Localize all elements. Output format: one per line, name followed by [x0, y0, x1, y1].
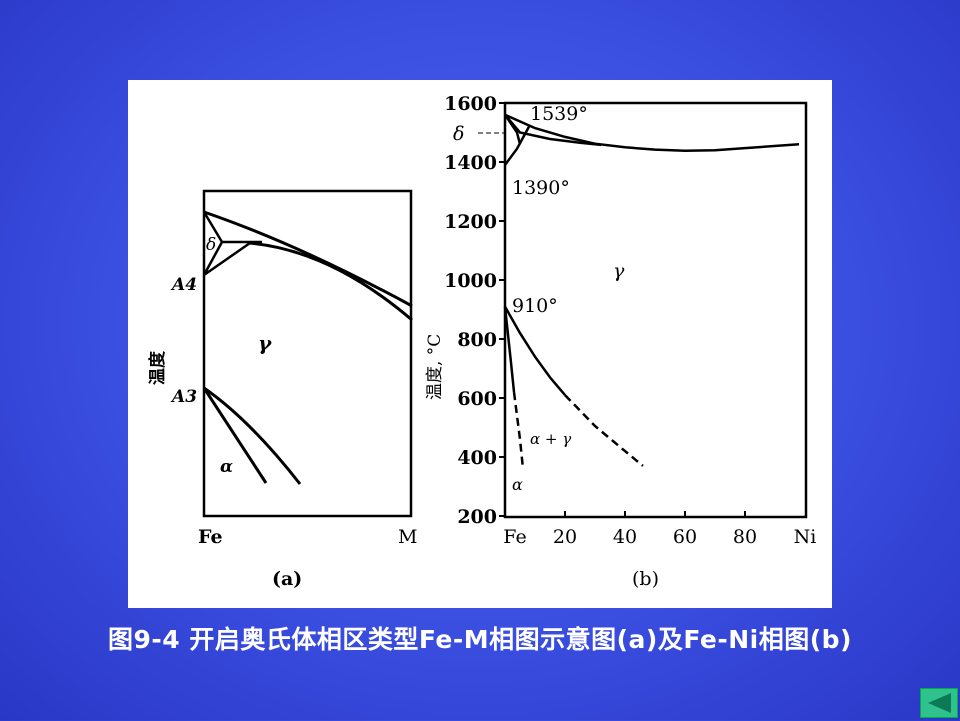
diagram-a: δ A4 γ A3 α 温度 Fe M (a) — [147, 189, 417, 590]
phase-diagrams: δ A4 γ A3 α 温度 Fe M (a) 200 400 600 800 1000… — [147, 93, 816, 590]
y-tick-label: 200 — [457, 506, 497, 528]
xlabel-m: M — [398, 526, 417, 548]
label-gamma: γ — [258, 331, 272, 355]
label-alpha: α — [220, 457, 233, 477]
x-tick-label: 60 — [673, 526, 697, 548]
phase-boundary-4 — [503, 305, 566, 396]
label-delta-b: δ — [453, 123, 464, 145]
label-910: 910° — [512, 295, 558, 317]
label-alpha-gamma: α + γ — [530, 430, 571, 448]
phase-boundary-5 — [564, 394, 644, 467]
label-a4: A4 — [170, 275, 197, 295]
panel-label-b: (b) — [632, 568, 659, 590]
x-tick-label: 20 — [553, 526, 577, 548]
label-1390: 1390° — [512, 177, 570, 199]
phase-boundary-7 — [512, 391, 525, 469]
ylabel-a: 温度 — [147, 350, 168, 385]
xlabel-fe: Fe — [198, 526, 223, 548]
slide-caption: 图9-4 开启奥氏体相区类型Fe-M相图示意图(a)及Fe-Ni相图(b) — [107, 625, 852, 654]
panel-label-a: (a) — [272, 568, 302, 590]
phase-boundary-3 — [503, 114, 522, 145]
diagram-a-frame — [202, 189, 413, 518]
phase-boundary-0 — [504, 113, 800, 153]
diagram-b: 200 400 600 800 1000 1200 1400 1600 Fe 20 40 60 80 Ni… — [425, 93, 816, 590]
phase-boundary-1 — [504, 113, 602, 147]
x-tick-label: 80 — [733, 526, 757, 548]
label-gamma-b: γ — [613, 260, 625, 282]
y-tick-label: 1400 — [444, 152, 497, 174]
phase-boundary-6 — [503, 306, 516, 393]
figure-panel: δ A4 γ A3 α 温度 Fe M (a) 200 400 600 800 1000… — [128, 80, 832, 608]
previous-slide-button[interactable] — [920, 688, 958, 718]
label-delta: δ — [206, 235, 216, 255]
x-tick-label: 40 — [613, 526, 637, 548]
label-alpha-b: α — [512, 475, 523, 494]
y-tick-label: 600 — [457, 388, 497, 410]
y-tick-label: 400 — [457, 447, 497, 469]
y-tick-label: 1000 — [444, 270, 497, 292]
ylabel-b: 温度, °C — [425, 334, 445, 400]
solidus-line — [248, 241, 413, 322]
liquidus-line — [203, 210, 413, 308]
x-tick-label: Fe — [503, 526, 526, 548]
triangle-left-icon — [928, 693, 951, 713]
phase-boundary-2 — [503, 126, 531, 166]
delta-lines — [202, 211, 262, 277]
y-tick-label: 1200 — [444, 211, 497, 233]
y-tick-label: 800 — [457, 329, 497, 351]
a3-lines — [202, 386, 302, 485]
y-tick-label: 1600 — [444, 93, 497, 115]
label-1539: 1539° — [530, 103, 588, 125]
x-tick-label: Ni — [794, 526, 817, 548]
label-a3: A3 — [170, 387, 197, 407]
